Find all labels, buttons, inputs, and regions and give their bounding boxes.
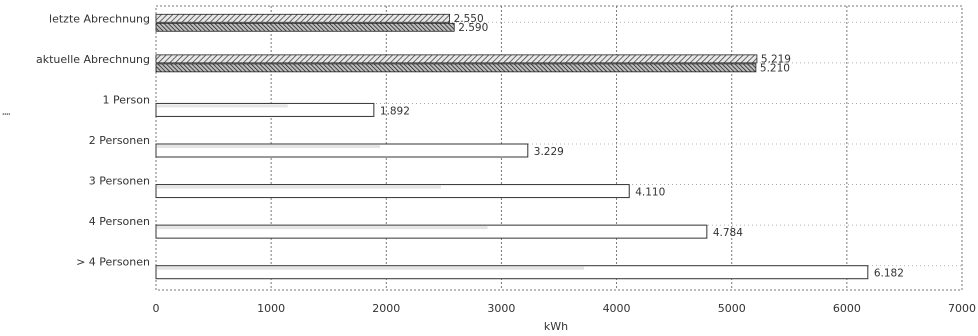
category-label: 4 Personen bbox=[89, 215, 150, 228]
category-label: 1 Person bbox=[103, 93, 150, 106]
bar bbox=[155, 22, 455, 32]
bar-shading bbox=[157, 145, 381, 148]
bar-value-label: 1.892 bbox=[380, 105, 410, 117]
bar-shading bbox=[157, 185, 441, 189]
x-tick-label: 1000 bbox=[257, 302, 285, 315]
category-label: > 4 Personen bbox=[76, 256, 150, 269]
category-label: 3 Personen bbox=[89, 175, 150, 188]
y-axis-mark: ⁞ bbox=[0, 112, 13, 116]
bar-value-label: 4.110 bbox=[635, 187, 665, 199]
bar-shading bbox=[157, 266, 585, 270]
x-tick-label: 7000 bbox=[948, 302, 976, 315]
bar bbox=[155, 63, 757, 73]
category-label: 2 Personen bbox=[89, 134, 150, 147]
category-label: aktuelle Abrechnung bbox=[36, 53, 150, 66]
bar-shading bbox=[157, 226, 488, 230]
bar-value-label: 2.550 bbox=[454, 13, 484, 25]
x-tick-label: 0 bbox=[153, 302, 160, 315]
bar bbox=[155, 54, 758, 64]
bar-value-label: 5.219 bbox=[761, 53, 791, 65]
x-tick-label: 2000 bbox=[372, 302, 400, 315]
category-label: letzte Abrechnung bbox=[49, 12, 150, 25]
bar-value-label: 3.229 bbox=[534, 146, 564, 158]
x-axis-title: kWh bbox=[544, 320, 568, 333]
x-tick-label: 3000 bbox=[487, 302, 515, 315]
bar-value-label: 5.210 bbox=[760, 62, 790, 74]
bar-value-label: 6.182 bbox=[874, 268, 904, 280]
x-tick-label: 6000 bbox=[833, 302, 861, 315]
x-tick-label: 5000 bbox=[718, 302, 746, 315]
bar-value-label: 4.784 bbox=[713, 227, 743, 239]
x-tick-label: 4000 bbox=[603, 302, 631, 315]
bar-shading bbox=[157, 104, 288, 108]
bar bbox=[155, 13, 451, 23]
bar-value-label: 2.590 bbox=[458, 22, 488, 34]
